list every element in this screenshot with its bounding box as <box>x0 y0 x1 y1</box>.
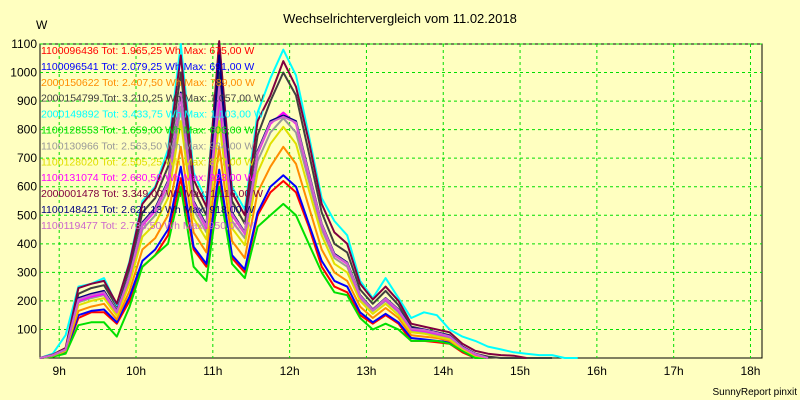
y-tick-label: 100 <box>17 322 37 336</box>
legend-entry: 2000001478 Tot: 3.349,00 Wh Max: 1.116,0… <box>41 188 263 200</box>
chart-credit: SunnyReport pinxit <box>713 387 798 398</box>
legend-entry: 1100119477 Tot: 2.733,50 Wh Max: 950,00 … <box>41 220 254 232</box>
legend-entry: 1100128553 Tot: 1.659,00 Wh Max: 606,00 … <box>41 125 254 137</box>
x-tick-label: 14h <box>433 364 453 378</box>
legend-entry: 2000150622 Tot: 2.407,50 Wh Max: 789,00 … <box>41 77 255 89</box>
legend-entry: 2000154799 Tot: 3.210,25 Wh Max: 1.057,0… <box>41 93 264 105</box>
y-tick-label: 900 <box>17 94 37 108</box>
legend-entry: 1100148421 Tot: 2.621,13 Wh Max: 918,00 … <box>41 204 254 216</box>
y-tick-label: 700 <box>17 151 37 165</box>
legend-entry: 1100130966 Tot: 2.563,50 Wh Max: 934,00 … <box>41 140 254 152</box>
y-tick-label: 800 <box>17 123 37 137</box>
x-tick-label: 17h <box>664 364 684 378</box>
x-tick-label: 13h <box>356 364 376 378</box>
y-axis-ticks: 100 200 300 400 500 600 700 800 900 1000 1100 <box>10 37 37 336</box>
legend-entry: 1100128020 Tot: 2.505,25 Wh Max: 877,00 … <box>41 156 254 168</box>
y-tick-label: 600 <box>17 180 37 194</box>
legend-entry: 1100096436 Tot: 1.965,25 Wh Max: 675,00 … <box>41 45 254 57</box>
y-tick-label: 1100 <box>11 37 37 51</box>
series-line <box>39 145 489 359</box>
grid-lines <box>40 43 762 358</box>
x-tick-label: 16h <box>587 364 607 378</box>
x-axis-ticks: 9h 10h 11h 12h 13h 14h 15h 16h 17h 18h <box>53 364 761 378</box>
x-tick-label: 12h <box>280 364 300 378</box>
y-tick-label: 200 <box>17 294 37 308</box>
x-tick-label: 18h <box>740 364 760 378</box>
legend: 1100096436 Tot: 1.965,25 Wh Max: 675,00 … <box>41 45 264 232</box>
y-tick-label: 500 <box>17 208 37 222</box>
x-tick-label: 10h <box>126 364 146 378</box>
legend-entry: 1100096541 Tot: 2.079,25 Wh Max: 691,00 … <box>41 61 254 73</box>
y-tick-label: 300 <box>17 265 37 279</box>
chart-title: Wechselrichtervergleich vom 11.02.2018 <box>283 11 517 26</box>
series-line <box>39 40 527 359</box>
series-line <box>39 85 489 359</box>
y-axis-label: W <box>36 18 48 32</box>
series-line <box>39 120 489 359</box>
legend-entry: 2000149892 Tot: 3.433,75 Wh Max: 1.103,0… <box>41 109 264 121</box>
legend-entry: 1100131074 Tot: 2.680,50 Wh Max: 923,00 … <box>41 172 254 184</box>
y-tick-label: 400 <box>17 237 37 251</box>
series-line <box>39 185 488 359</box>
x-tick-label: 11h <box>203 364 222 378</box>
x-tick-label: 15h <box>510 364 530 378</box>
x-tick-label: 9h <box>53 364 66 378</box>
series-lines <box>39 40 578 359</box>
series-line <box>39 165 488 359</box>
y-tick-label: 1000 <box>10 66 37 80</box>
